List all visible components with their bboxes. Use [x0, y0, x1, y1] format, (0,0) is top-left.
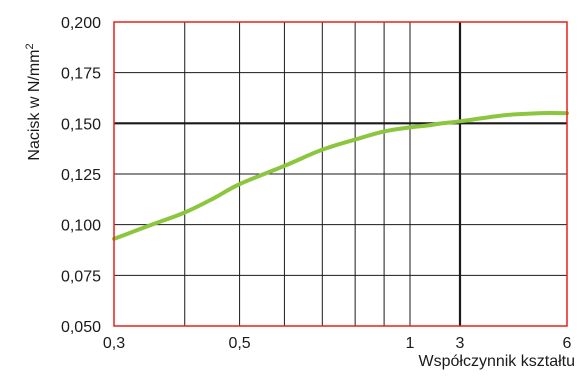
y-tick-label: 0,075 — [61, 268, 101, 285]
y-tick-label: 0,125 — [61, 167, 101, 184]
y-axis-label-superscript: 2 — [24, 43, 36, 49]
y-tick-labels: 0,050 0,075 0,100 0,125 0,150 0,175 0,200 — [61, 15, 101, 336]
x-tick-label: 0,5 — [228, 335, 250, 352]
y-tick-label: 0,200 — [61, 15, 101, 32]
x-tick-labels: 0,3 0,5 1 3 6 — [103, 335, 572, 352]
y-tick-label: 0,175 — [61, 66, 101, 83]
grid-layer — [114, 22, 567, 326]
y-tick-label: 0,050 — [61, 319, 101, 336]
x-tick-label: 3 — [456, 335, 465, 352]
series-line — [112, 111, 569, 241]
plot-frame — [113, 21, 568, 327]
x-tick-label: 0,3 — [103, 335, 125, 352]
x-tick-label: 6 — [563, 335, 572, 352]
y-axis-label: Nacisk w N/mm2 — [24, 43, 43, 160]
y-tick-label: 0,100 — [61, 218, 101, 235]
y-tick-label: 0,150 — [61, 116, 101, 133]
x-axis-label: Współczynnik kształtu — [419, 353, 576, 370]
x-tick-label: 1 — [406, 335, 415, 352]
series-layer — [112, 111, 569, 241]
y-axis-label-main: Nacisk w N/mm — [26, 50, 43, 161]
plot-border — [113, 21, 568, 327]
